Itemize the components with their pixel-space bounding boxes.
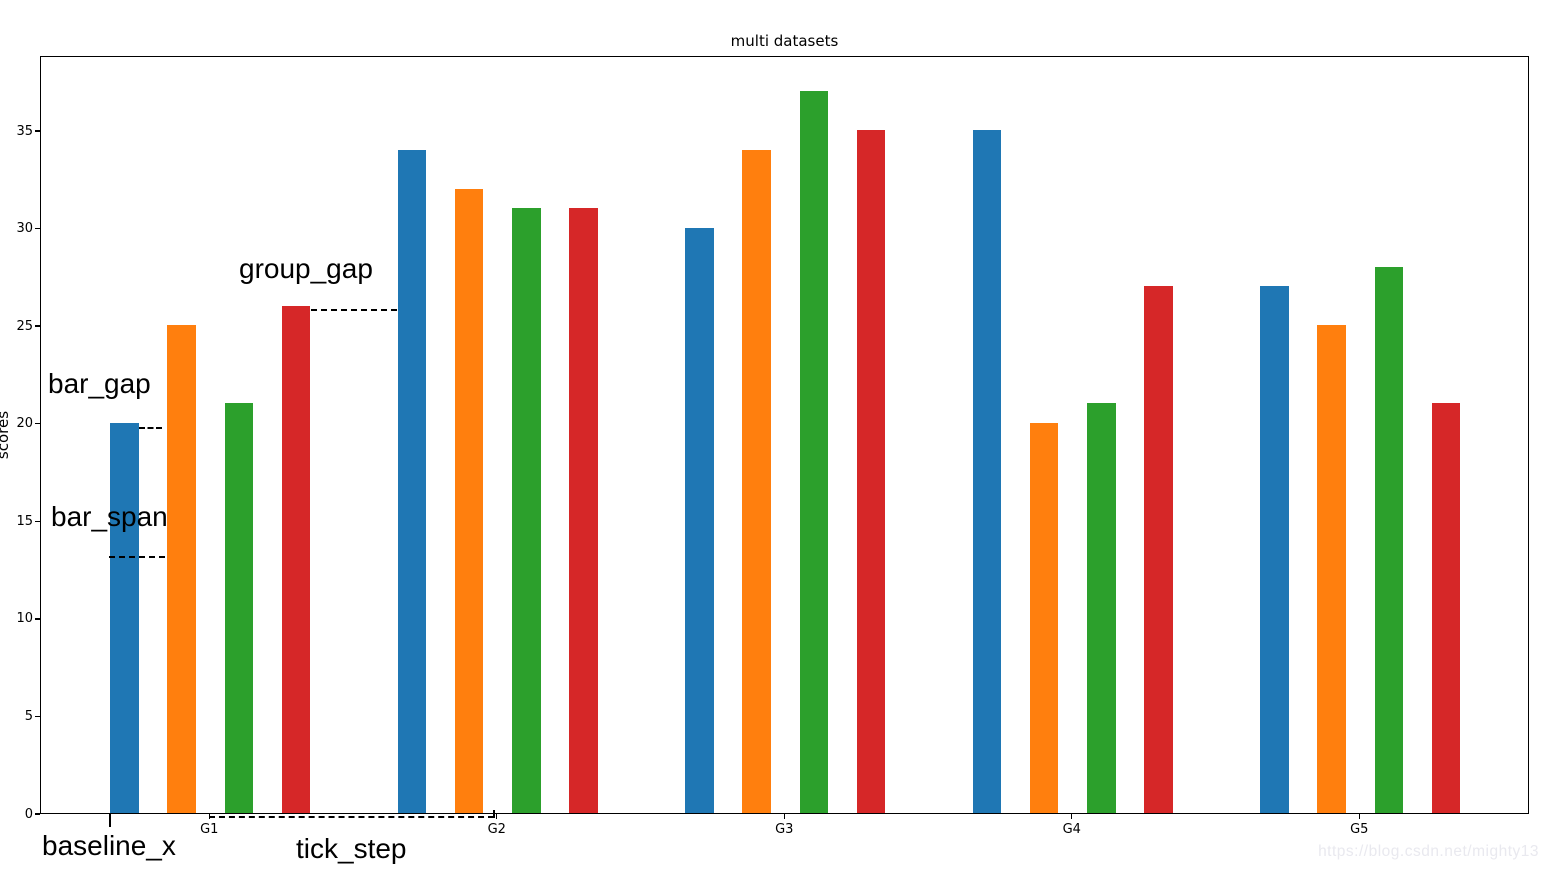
group-gap-dashes: [311, 309, 397, 311]
bar-g1-series3: [224, 403, 254, 813]
annotation-bar-span: bar_span: [51, 501, 168, 532]
bar-span-dashes: [109, 556, 165, 558]
bar-g1-series2: [167, 325, 196, 813]
bar-g4-series2: [1029, 422, 1059, 813]
y-tick-mark: [35, 715, 40, 718]
bar-g4-series4: [1144, 286, 1173, 813]
baseline-x-tick: [109, 814, 111, 827]
bar-g5-series2: [1317, 325, 1346, 813]
y-tick-mark: [35, 520, 40, 522]
annotation-group-gap: group_gap: [239, 253, 373, 284]
bar-g2-series1: [397, 149, 427, 813]
y-tick-label: 0: [24, 806, 33, 822]
bar-g2-series4: [569, 208, 598, 813]
tick-step-end-tick: [493, 810, 495, 818]
plot-area: [40, 56, 1529, 814]
y-tick-label: 15: [16, 513, 33, 529]
x-tick-mark: [496, 814, 498, 819]
x-tick-mark: [1071, 814, 1073, 819]
bar-g5-series1: [1260, 286, 1289, 813]
x-tick-label-g2: G2: [487, 822, 506, 837]
bar-g3-series2: [742, 149, 771, 813]
y-tick-label: 25: [16, 318, 33, 334]
x-tick-label-g4: G4: [1062, 822, 1081, 837]
annotation-bar-gap: bar_gap: [48, 368, 151, 399]
x-tick-label-g1: G1: [200, 822, 219, 837]
bar-g5-series3: [1374, 266, 1404, 813]
bar-g2-series3: [512, 208, 541, 813]
y-tick-label: 5: [24, 708, 33, 724]
y-tick-mark: [35, 813, 40, 815]
bar-g1-series4: [281, 305, 311, 813]
y-tick-mark: [35, 423, 40, 425]
y-tick-label: 20: [16, 416, 33, 432]
y-tick-mark: [35, 227, 40, 230]
annotation-baseline-x: baseline_x: [42, 830, 176, 861]
y-tick-label: 35: [16, 123, 33, 139]
bar-g1-series1: [110, 422, 139, 813]
x-tick-label-g3: G3: [775, 822, 794, 837]
bar-g2-series2: [454, 188, 484, 813]
bar-g3-series1: [685, 227, 714, 813]
bar-gap-dashes: [139, 427, 162, 429]
x-tick-label-g5: G5: [1350, 822, 1369, 837]
x-tick-mark: [783, 814, 785, 819]
chart-title: multi datasets: [730, 32, 839, 50]
x-tick-mark: [1358, 814, 1360, 819]
bar-g4-series1: [972, 130, 1002, 813]
y-tick-mark: [35, 618, 40, 620]
watermark-url: https://blog.csdn.net/mighty13: [1318, 843, 1539, 860]
y-tick-label: 30: [16, 221, 33, 237]
bar-g5-series4: [1431, 403, 1461, 813]
annotation-tick-step: tick_step: [296, 833, 407, 864]
bar-g3-series4: [856, 130, 886, 813]
y-tick-mark: [35, 325, 40, 327]
y-tick-label: 10: [16, 611, 33, 627]
bar-g4-series3: [1087, 403, 1116, 813]
y-tick-mark: [35, 130, 40, 132]
bar-g3-series3: [799, 90, 829, 813]
tick-step-dashes: [209, 816, 494, 818]
